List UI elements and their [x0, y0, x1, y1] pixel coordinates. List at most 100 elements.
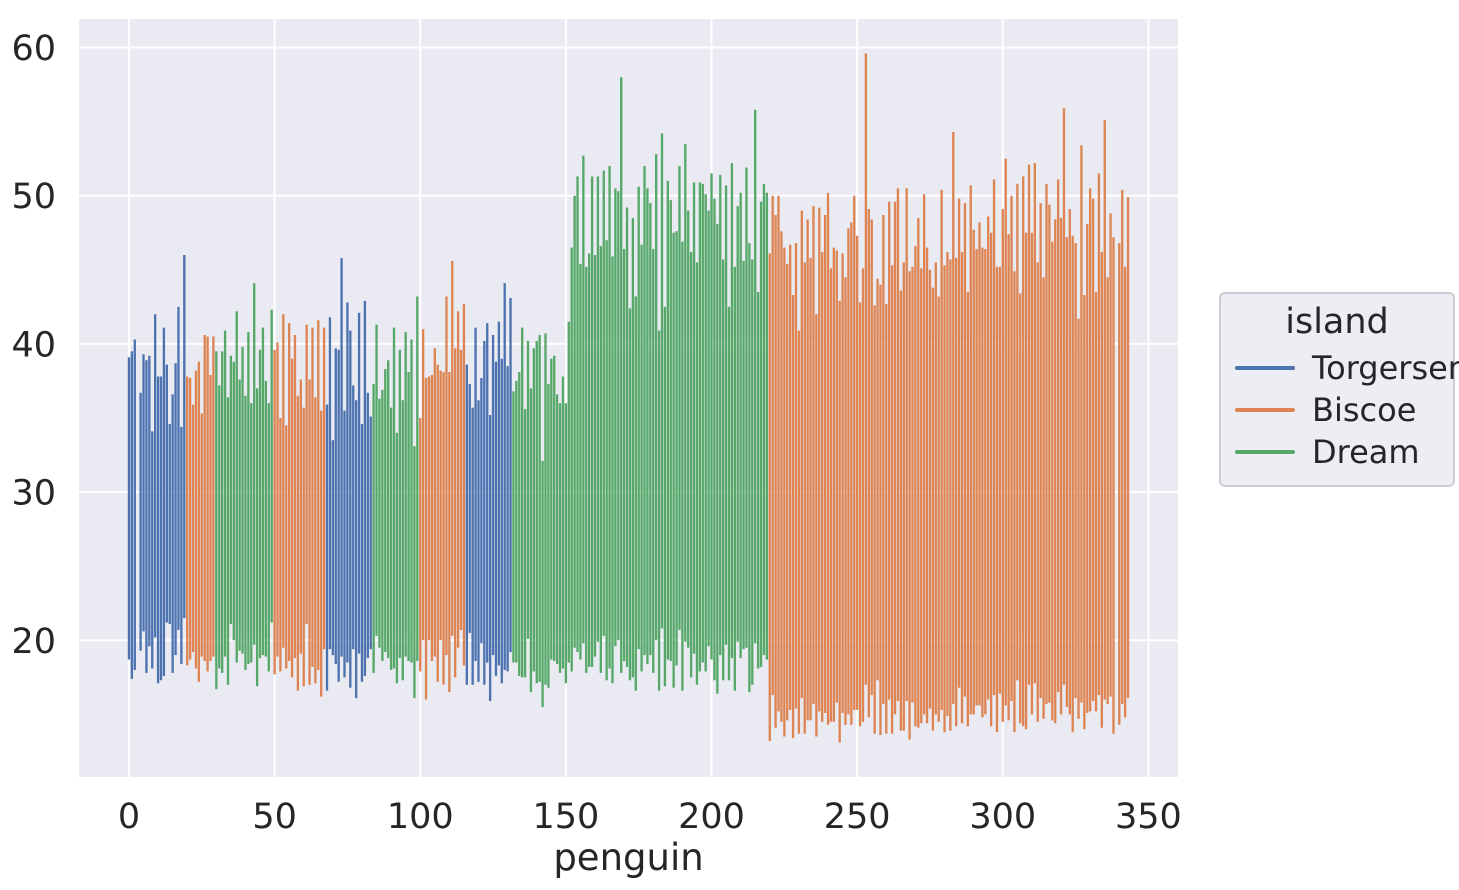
bar: [704, 194, 707, 672]
bar: [465, 364, 469, 685]
bar: [934, 262, 937, 715]
bar: [893, 201, 897, 715]
bar: [477, 400, 480, 682]
bar: [911, 266, 914, 703]
bar: [655, 154, 658, 641]
bar: [471, 407, 474, 685]
bar: [768, 253, 771, 742]
bar: [759, 201, 763, 667]
bar: [917, 217, 920, 728]
bar: [1083, 295, 1086, 730]
bar: [573, 195, 576, 648]
bar: [672, 232, 675, 688]
bar: [920, 268, 923, 724]
bar: [593, 254, 597, 657]
bar: [226, 397, 230, 685]
bar: [791, 295, 795, 739]
bar: [634, 296, 637, 691]
bar: [427, 376, 431, 641]
bar: [165, 364, 168, 623]
bar: [1010, 195, 1013, 702]
bar: [754, 109, 757, 644]
legend-line-swatch-dream: [1235, 450, 1295, 454]
bar: [858, 302, 862, 727]
bar: [503, 283, 506, 670]
bar: [809, 257, 812, 721]
bar: [1036, 262, 1039, 722]
bar: [564, 403, 568, 684]
bar: [570, 247, 573, 672]
bar: [777, 195, 780, 712]
x-tick-label: 200: [678, 797, 745, 837]
bar: [255, 388, 259, 687]
bar: [186, 376, 189, 666]
bar: [978, 222, 981, 706]
bar: [890, 265, 894, 734]
bar: [1059, 217, 1063, 715]
y-tick-label: 20: [11, 622, 56, 662]
bar: [442, 372, 445, 685]
bar: [614, 188, 617, 647]
bar: [538, 335, 541, 682]
bar: [748, 243, 751, 693]
bar: [695, 262, 699, 685]
bar: [218, 385, 221, 669]
bar: [500, 358, 503, 684]
bar: [946, 252, 949, 716]
x-tick-label: 250: [824, 797, 891, 837]
bar: [541, 460, 544, 707]
bar: [957, 198, 961, 688]
bar: [812, 206, 815, 705]
bar: [1019, 293, 1022, 724]
bar: [395, 432, 399, 684]
bar: [194, 370, 198, 669]
bar: [159, 376, 163, 681]
bar: [966, 292, 970, 727]
bar: [1080, 145, 1083, 703]
bar: [611, 256, 614, 684]
bar: [1042, 277, 1045, 719]
bar: [1004, 158, 1007, 706]
bar: [590, 176, 594, 667]
bar: [1126, 197, 1130, 699]
legend-title: island: [1285, 302, 1389, 342]
bar: [786, 263, 789, 721]
bar: [547, 383, 550, 688]
y-tick-label: 50: [11, 177, 56, 217]
bar: [605, 240, 608, 681]
bar: [925, 247, 929, 724]
bar: [177, 306, 180, 630]
bar: [512, 391, 515, 663]
bar: [873, 305, 876, 734]
bar: [975, 249, 978, 706]
bar: [515, 380, 518, 663]
bar: [293, 335, 297, 659]
bar: [684, 143, 687, 642]
bar: [308, 379, 311, 685]
bar: [751, 259, 754, 685]
bar: [855, 235, 859, 710]
bar: [596, 176, 600, 642]
bar: [282, 314, 285, 648]
bar: [622, 249, 626, 662]
bar: [360, 423, 364, 682]
bar: [555, 394, 559, 665]
y-tick-label: 60: [11, 29, 56, 69]
bar: [582, 155, 585, 644]
bar: [1045, 183, 1048, 705]
bar: [267, 403, 270, 672]
bar: [1062, 108, 1066, 685]
bar: [730, 163, 734, 659]
bar: [643, 166, 646, 656]
bar: [235, 311, 238, 663]
bar: [296, 395, 300, 691]
bar: [325, 404, 329, 691]
bar: [372, 383, 375, 673]
y-tick-label: 40: [11, 325, 56, 365]
bar: [509, 297, 512, 653]
bar: [162, 327, 166, 676]
bar: [416, 296, 419, 662]
bar: [518, 372, 521, 676]
bar: [290, 358, 294, 678]
bar: [832, 247, 836, 722]
